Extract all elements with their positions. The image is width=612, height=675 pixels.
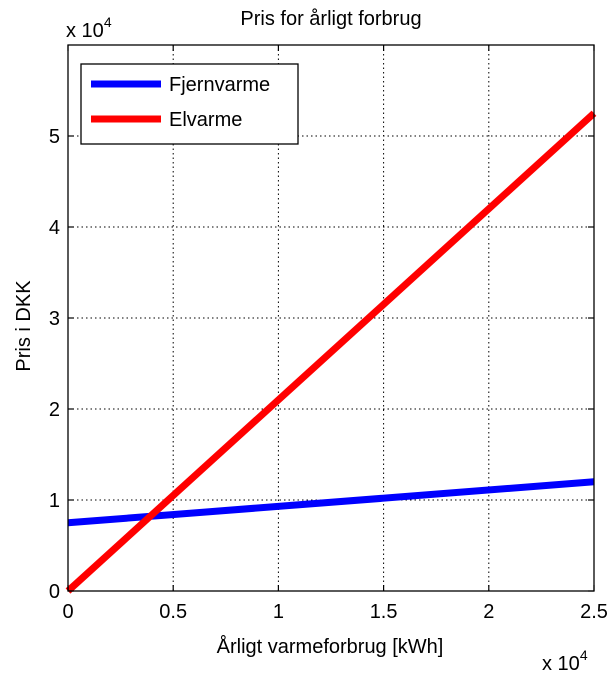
legend-label-fjernvarme: Fjernvarme (169, 74, 270, 96)
legend: Fjernvarme Elvarme (80, 63, 299, 145)
series-group (65, 110, 597, 594)
y-multiplier-base: x 10 (66, 20, 104, 42)
x-tick-label: 2.5 (580, 601, 608, 623)
y-multiplier-exponent: 4 (104, 14, 112, 30)
y-tick-label: 2 (49, 399, 60, 421)
x-tick-label: 1 (273, 601, 284, 623)
y-axis-multiplier: x 104 (66, 14, 112, 42)
y-tick-label: 5 (49, 126, 60, 148)
y-tick-label: 1 (49, 490, 60, 512)
y-tick-label: 4 (49, 217, 60, 239)
x-tick-label: 0.5 (159, 601, 187, 623)
series-line-elvarme (65, 110, 597, 594)
chart-title: Pris for årligt forbrug (240, 8, 421, 30)
x-axis-label: Årligt varmeforbrug [kWh] (217, 635, 444, 658)
x-tick-label: 1.5 (370, 601, 398, 623)
y-tick-label: 0 (49, 581, 60, 603)
x-multiplier-base: x 10 (542, 653, 580, 675)
x-tick-label: 0 (62, 601, 73, 623)
x-tick-label: 2 (483, 601, 494, 623)
legend-box (80, 63, 299, 145)
axis-ticks: 0 0.5 1 1.5 2 2.5 0 1 2 3 4 5 (49, 45, 608, 623)
legend-label-elvarme: Elvarme (169, 109, 242, 131)
y-axis-label: Pris i DKK (13, 280, 35, 372)
x-axis-multiplier: x 104 (542, 647, 588, 675)
y-tick-label: 3 (49, 308, 60, 330)
x-multiplier-exponent: 4 (580, 647, 588, 663)
